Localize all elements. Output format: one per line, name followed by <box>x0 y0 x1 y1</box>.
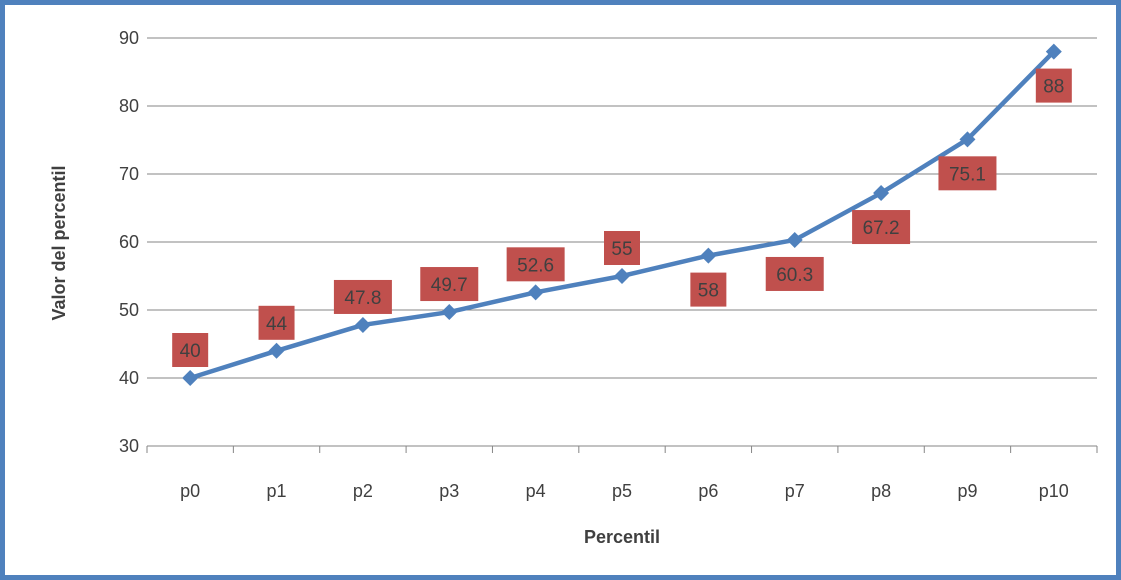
x-tick-label: p5 <box>612 481 632 501</box>
data-label-text: 40 <box>180 341 201 362</box>
data-label-box <box>604 231 640 265</box>
data-point-marker <box>441 304 458 321</box>
x-tick-label: p4 <box>526 481 546 501</box>
data-label-box <box>420 267 479 302</box>
data-label-box <box>938 156 997 191</box>
x-tick-label: p9 <box>957 481 977 501</box>
data-point-marker <box>786 231 803 248</box>
y-tick-label: 40 <box>119 368 139 388</box>
data-label: 55 <box>604 231 640 265</box>
series-markers <box>182 43 1062 386</box>
data-label: 88 <box>1035 68 1072 103</box>
data-labels: 40 44 47.8 49.7 52.6 55 58 60.3 67.2 75.1 88 <box>172 68 1072 367</box>
data-point-marker <box>873 185 890 202</box>
x-tick-label: p1 <box>267 481 287 501</box>
y-tick-label: 80 <box>119 96 139 116</box>
x-tick-label: p6 <box>698 481 718 501</box>
data-label: 47.8 <box>333 279 392 314</box>
data-label-box <box>258 305 295 340</box>
data-label-text: 67.2 <box>863 218 900 239</box>
y-tick-label: 90 <box>119 28 139 48</box>
x-tick-label: p3 <box>439 481 459 501</box>
data-point-marker <box>354 316 371 333</box>
series-line <box>189 50 1056 381</box>
data-label-text: 60.3 <box>776 265 813 286</box>
data-label: 58 <box>690 272 727 307</box>
data-label: 75.1 <box>938 156 997 191</box>
data-point-marker <box>700 247 717 264</box>
data-label-text: 47.8 <box>344 288 381 309</box>
data-point-marker <box>527 284 544 301</box>
gridlines <box>147 37 1097 379</box>
series-line-group <box>189 50 1056 381</box>
data-label: 40 <box>172 333 209 367</box>
data-label-text: 49.7 <box>431 275 468 296</box>
x-axis-tick-labels: p0 p1 p2 p3 p4 p5 p6 p7 p8 p9 p10 <box>180 481 1069 501</box>
data-label-box <box>690 272 727 307</box>
data-label: 67.2 <box>852 210 911 245</box>
data-point-marker <box>614 268 630 284</box>
data-label-text: 55 <box>611 239 632 260</box>
data-label-box <box>333 279 392 314</box>
data-label-box <box>172 333 209 367</box>
data-point-marker <box>1045 43 1062 60</box>
data-label: 52.6 <box>506 247 565 282</box>
x-tick-label: p10 <box>1039 481 1069 501</box>
y-axis-tick-labels: 30 40 50 60 70 80 90 <box>119 28 139 456</box>
data-label: 49.7 <box>420 267 479 302</box>
y-tick-label: 30 <box>119 436 139 456</box>
data-label-text: 58 <box>698 281 719 302</box>
data-label-text: 44 <box>266 314 288 335</box>
y-tick-label: 70 <box>119 164 139 184</box>
data-label-text: 52.6 <box>517 255 554 276</box>
data-label-box <box>1035 68 1072 103</box>
x-tick-label: p7 <box>785 481 805 501</box>
y-axis-title: Valor del percentil <box>49 165 69 320</box>
y-tick-label: 50 <box>119 300 139 320</box>
y-tick-label: 60 <box>119 232 139 252</box>
data-label: 44 <box>258 305 295 340</box>
x-axis-title: Percentil <box>584 527 660 547</box>
data-point-marker <box>268 342 285 359</box>
data-label-box <box>765 256 824 291</box>
data-label-box <box>852 210 911 245</box>
x-tick-label: p2 <box>353 481 373 501</box>
data-label: 60.3 <box>765 256 824 291</box>
data-label-box <box>506 247 565 282</box>
data-label-text: 75.1 <box>949 164 986 185</box>
data-point-marker <box>959 131 976 148</box>
data-label-text: 88 <box>1043 77 1064 98</box>
x-axis <box>146 445 1098 453</box>
data-point-marker <box>182 370 199 386</box>
x-tick-label: p8 <box>871 481 891 501</box>
x-tick-label: p0 <box>180 481 200 501</box>
